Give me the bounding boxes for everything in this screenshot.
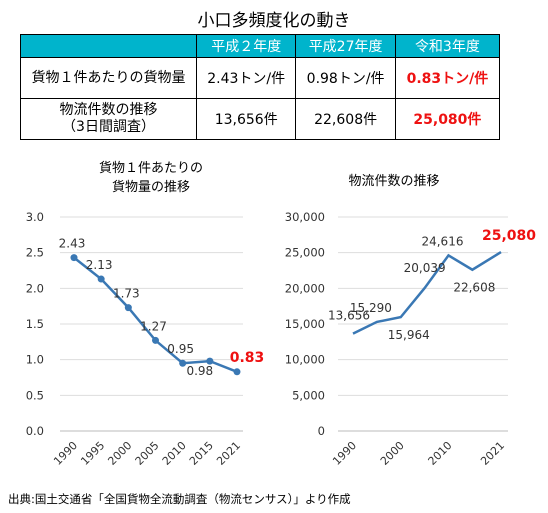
row-label-cargo-weight: 貨物１件あたりの貨物量 — [20, 57, 197, 99]
table-header-r3: 令和3年度 — [394, 34, 501, 58]
chart2-data-label: 20,039 — [404, 261, 446, 275]
chart1-data-label: 0.98 — [186, 364, 213, 378]
chart1-ytick-label: 3.0 — [26, 210, 44, 224]
chart1-data-label: 2.13 — [86, 258, 113, 272]
chart1-data-label: 1.27 — [140, 319, 167, 333]
chart2-data-label: 15,290 — [350, 301, 392, 315]
chart2-title-line: 物流件数の推移 — [348, 174, 439, 189]
chart2-data-label: 22,608 — [453, 281, 495, 295]
row-label-shipment-count: 物流件数の推移 （3日間調査） — [20, 98, 197, 140]
cell-count-r3: 25,080件 — [394, 98, 501, 140]
chart1-point — [70, 254, 78, 262]
chart1-ytick-label: 1.5 — [26, 317, 44, 331]
summary-table: 平成２年度 平成27年度 令和3年度 貨物１件あたりの貨物量 2.43トン/件 … — [20, 34, 501, 140]
chart1-xtick-label: 2005 — [133, 439, 162, 468]
chart1-title-line: 貨物１件あたりの — [99, 160, 203, 176]
chart2-ytick-label: 10,000 — [285, 353, 325, 367]
chart2-data-label: 15,964 — [388, 328, 430, 342]
table-row-shipment-count: 物流件数の推移 （3日間調査） 13,656件 22,608件 25,080件 — [20, 98, 501, 140]
chart1-point — [124, 304, 132, 312]
table-header-row: 平成２年度 平成27年度 令和3年度 — [20, 34, 501, 58]
chart1-point — [152, 336, 159, 344]
chart2-ytick-label: 20,000 — [285, 281, 325, 295]
chart1-data-label: 1.73 — [113, 287, 140, 301]
chart2-data-label: 24,616 — [421, 234, 463, 248]
chart2-xtick-label: 2010 — [426, 439, 455, 468]
table-row-cargo-weight: 貨物１件あたりの貨物量 2.43トン/件 0.98トン/件 0.83トン/件 — [20, 57, 501, 99]
chart1-ytick-label: 1.0 — [26, 353, 44, 367]
cell-count-h2: 13,656件 — [195, 98, 297, 140]
chart1-data-label: 0.95 — [167, 342, 194, 356]
page-title: 小口多頻度化の動き — [197, 11, 351, 31]
chart1-title-line: 貨物量の推移 — [112, 179, 190, 195]
chart1-ytick-label: 0.5 — [26, 388, 44, 402]
chart1-xtick-label: 1995 — [78, 439, 107, 468]
row-label-line2: （3日間調査） — [62, 119, 155, 135]
chart1-point — [233, 368, 241, 376]
chart2-ytick-label: 15,000 — [285, 317, 325, 331]
chart1-xtick-label: 2015 — [187, 439, 216, 468]
chart1-xtick-label: 2000 — [105, 439, 134, 468]
cell-cargo-h27: 0.98トン/件 — [295, 57, 396, 99]
chart1-ytick-label: 0.0 — [26, 424, 44, 438]
chart1-ytick-label: 2.0 — [26, 281, 44, 295]
chart2-ytick-label: 0 — [318, 424, 325, 438]
source-note: 出典:国土交通省「全国貨物全流動調査（物流センサス）」より作成 — [8, 492, 351, 506]
chart2-xtick-label: 1990 — [330, 439, 359, 468]
chart1-xtick-label: 1990 — [51, 439, 80, 468]
row-label-line1: 物流件数の推移 — [59, 102, 158, 118]
chart1-point — [179, 359, 187, 367]
chart2-ytick-label: 5,000 — [292, 388, 325, 402]
table-header-h27: 平成27年度 — [295, 34, 396, 58]
table-header-blank — [20, 34, 197, 58]
chart2-data-label: 25,080 — [482, 228, 536, 244]
chart2-ytick-label: 30,000 — [285, 210, 325, 224]
chart1-xtick-label: 2021 — [214, 439, 243, 468]
cell-count-h27: 22,608件 — [295, 98, 396, 140]
chart1-data-label: 0.83 — [230, 350, 265, 366]
chart2-xtick-label: 2021 — [478, 439, 507, 468]
chart2-data-label: 13,656 — [328, 309, 370, 323]
cell-cargo-h2: 2.43トン/件 — [195, 57, 297, 99]
chart2-xtick-label: 2000 — [378, 439, 407, 468]
chart1-data-label: 2.43 — [59, 237, 86, 251]
chart1-ytick-label: 2.5 — [26, 246, 44, 260]
chart2-ytick-label: 25,000 — [285, 246, 325, 260]
chart1-xtick-label: 2010 — [160, 439, 189, 468]
chart1-point — [206, 357, 214, 365]
chart1-series-line — [73, 256, 238, 373]
chart1-point — [97, 275, 105, 283]
chart2-series-line — [352, 251, 502, 335]
